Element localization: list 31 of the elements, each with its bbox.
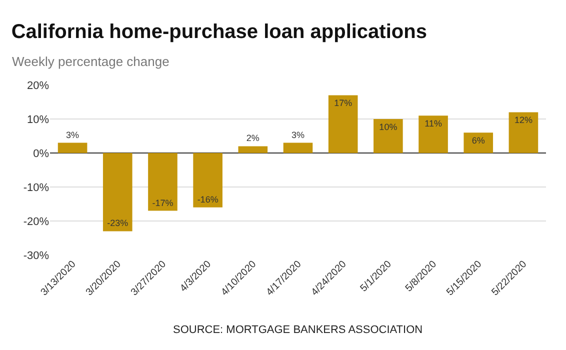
data-label: -16% xyxy=(197,194,218,204)
y-tick-label: 0% xyxy=(33,148,50,160)
data-label: 12% xyxy=(514,115,532,126)
bar xyxy=(193,153,222,208)
bar xyxy=(328,95,358,153)
data-label: -17% xyxy=(152,198,174,208)
data-label: 10% xyxy=(379,122,398,132)
bar xyxy=(464,132,494,153)
bar xyxy=(148,153,178,211)
bar xyxy=(238,146,268,153)
bar xyxy=(58,142,88,153)
source-note: SOURCE: MORTGAGE BANKERS ASSOCIATION xyxy=(173,324,423,336)
data-label: 3% xyxy=(291,130,305,140)
bar xyxy=(508,112,538,153)
data-label: 11% xyxy=(424,118,442,129)
data-label: 3% xyxy=(66,130,80,140)
chart-title: California home-purchase loan applications xyxy=(11,21,427,43)
chart-subtitle: Weekly percentage change xyxy=(12,54,170,69)
data-label: 17% xyxy=(334,98,352,108)
y-tick-label: 20% xyxy=(26,80,50,92)
data-label: 6% xyxy=(472,136,485,146)
bar xyxy=(374,119,403,153)
y-tick-label: 10% xyxy=(26,114,50,126)
bar xyxy=(283,142,313,153)
y-tick-label: -30% xyxy=(23,250,50,262)
data-label: -23% xyxy=(107,218,128,228)
bar xyxy=(102,153,132,232)
y-tick-label: -10% xyxy=(23,182,50,194)
data-label: 2% xyxy=(246,133,260,144)
y-tick-label: -20% xyxy=(23,216,50,228)
bar xyxy=(418,116,448,153)
